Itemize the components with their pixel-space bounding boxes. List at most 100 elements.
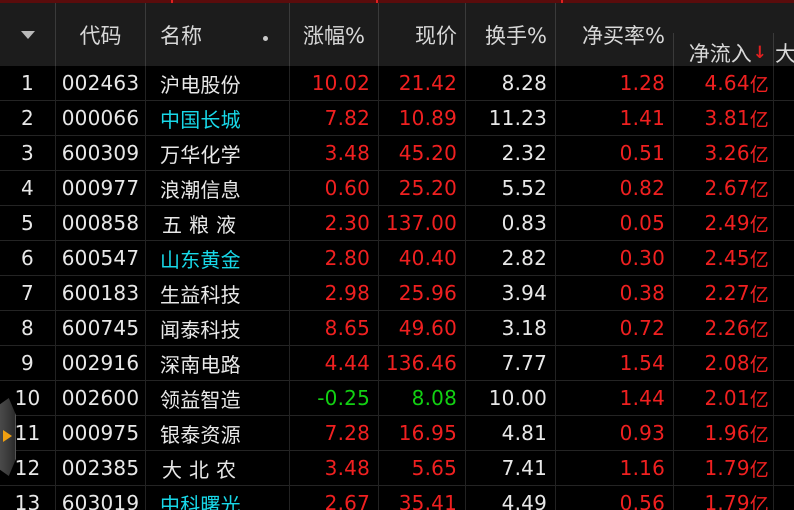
body-divider	[289, 206, 290, 241]
body-divider	[673, 451, 674, 486]
table-row[interactable]: 10 002600 领益智造 -0.25 8.08 10.00 1.44 2.01 亿	[0, 381, 794, 416]
header-column-next-partial[interactable]: 大	[775, 36, 794, 69]
cell-change: 7.28	[324, 421, 370, 445]
body-divider	[555, 206, 556, 241]
body-divider	[378, 486, 379, 510]
table-row[interactable]: 4 000977 浪潮信息 0.60 25.20 5.52 0.82 2.67 亿	[0, 171, 794, 206]
top-rule-tick	[376, 0, 378, 3]
header-column-netbuy-ratio[interactable]: 净买率%	[556, 3, 673, 66]
netflow-value: 4.64	[704, 71, 750, 95]
body-divider	[773, 451, 774, 486]
cell-name: 银泰资源	[160, 422, 241, 447]
table-row[interactable]: 13 603019 中科曙光 2.67 35.41 4.49 0.56 1.79 亿	[0, 486, 794, 510]
top-accent-rule	[0, 0, 794, 3]
cell-code: 002916	[61, 351, 140, 375]
body-divider	[465, 346, 466, 381]
cell-name: 浪潮信息	[160, 177, 241, 202]
table-row[interactable]: 2 000066 中国长城 7.82 10.89 11.23 1.41 3.81 亿	[0, 101, 794, 136]
table-row[interactable]: 7 600183 生益科技 2.98 25.96 3.94 0.38 2.27 亿	[0, 276, 794, 311]
cell-netflow: 2.08 亿	[674, 346, 773, 380]
body-divider	[289, 241, 290, 276]
body-divider	[673, 136, 674, 171]
cell-price: 5.65	[411, 456, 457, 480]
table-row[interactable]: 9 002916 深南电路 4.44 136.46 7.77 1.54 2.08 亿	[0, 346, 794, 381]
body-divider	[673, 486, 674, 510]
table-row[interactable]: 5 000858 五粮液 2.30 137.00 0.83 0.05 2.49 亿	[0, 206, 794, 241]
header-label-price: 现价	[415, 23, 457, 48]
body-divider	[378, 66, 379, 101]
netflow-unit: 亿	[749, 73, 769, 96]
cell-change: 8.65	[324, 316, 370, 340]
body-divider	[673, 241, 674, 276]
cell-turnover: 11.23	[488, 106, 547, 130]
netflow-value: 1.79	[704, 491, 750, 510]
header-column-turnover[interactable]: 换手%	[466, 3, 555, 66]
cell-price: 35.41	[398, 491, 457, 510]
table-row[interactable]: 12 002385 大北农 3.48 5.65 7.41 1.16 1.79 亿	[0, 451, 794, 486]
cell-netflow: 3.81 亿	[674, 101, 773, 135]
header-divider	[465, 3, 466, 66]
body-divider	[289, 101, 290, 136]
netflow-value: 2.67	[704, 176, 750, 200]
cell-name: 领益智造	[160, 387, 241, 412]
header-divider	[673, 33, 674, 66]
netflow-value: 2.45	[704, 246, 750, 270]
body-divider	[465, 486, 466, 510]
cell-turnover: 4.49	[501, 491, 547, 510]
body-divider	[378, 171, 379, 206]
cell-turnover: 5.52	[501, 176, 547, 200]
body-divider	[773, 66, 774, 101]
netflow-unit: 亿	[749, 388, 769, 411]
header-sort-toggle[interactable]	[0, 3, 55, 66]
table-row[interactable]: 6 600547 山东黄金 2.80 40.40 2.82 0.30 2.45 亿	[0, 241, 794, 276]
table-row[interactable]: 3 600309 万华化学 3.48 45.20 2.32 0.51 3.26 亿	[0, 136, 794, 171]
netflow-value: 3.26	[704, 141, 750, 165]
body-divider	[465, 101, 466, 136]
cell-rank: 1	[21, 71, 34, 95]
netflow-unit: 亿	[749, 143, 769, 166]
body-divider	[145, 381, 146, 416]
cell-rank: 4	[21, 176, 34, 200]
netflow-unit: 亿	[749, 213, 769, 236]
netflow-value: 2.27	[704, 281, 750, 305]
header-label-name: 名称	[160, 23, 202, 48]
cell-name: 大北农	[162, 457, 243, 482]
cell-rank: 11	[14, 421, 41, 445]
header-label-change: 涨幅%	[303, 23, 365, 48]
header-column-code[interactable]: 代码	[56, 3, 145, 66]
table-body[interactable]: 1 002463 沪电股份 10.02 21.42 8.28 1.28 4.64 亿 2 00006…	[0, 66, 794, 510]
netflow-unit: 亿	[749, 458, 769, 481]
cell-rank: 12	[14, 456, 41, 480]
cell-turnover: 2.82	[501, 246, 547, 270]
netflow-unit: 亿	[749, 318, 769, 341]
table-row[interactable]: 11 000975 银泰资源 7.28 16.95 4.81 0.93 1.96 亿	[0, 416, 794, 451]
table-row[interactable]: 1 002463 沪电股份 10.02 21.42 8.28 1.28 4.64 亿	[0, 66, 794, 101]
cell-netbuy-ratio: 0.38	[619, 281, 665, 305]
body-divider	[289, 416, 290, 451]
header-column-name[interactable]: 名称	[146, 3, 289, 66]
cell-turnover: 7.77	[501, 351, 547, 375]
body-divider	[378, 346, 379, 381]
cell-turnover: 4.81	[501, 421, 547, 445]
header-column-price[interactable]: 现价	[379, 3, 465, 66]
header-divider	[145, 3, 146, 66]
body-divider	[378, 136, 379, 171]
body-divider	[145, 451, 146, 486]
netflow-value: 1.96	[704, 421, 750, 445]
table-row[interactable]: 8 600745 闻泰科技 8.65 49.60 3.18 0.72 2.26 亿	[0, 311, 794, 346]
body-divider	[673, 171, 674, 206]
body-divider	[555, 101, 556, 136]
cell-change: 2.80	[324, 246, 370, 270]
body-divider	[555, 241, 556, 276]
body-divider	[378, 241, 379, 276]
body-divider	[289, 171, 290, 206]
body-divider	[145, 241, 146, 276]
cell-netbuy-ratio: 1.41	[619, 106, 665, 130]
cell-netbuy-ratio: 1.44	[619, 386, 665, 410]
body-divider	[55, 486, 56, 510]
header-column-netflow[interactable]: 净流入 ↓	[674, 36, 771, 69]
body-divider	[378, 101, 379, 136]
header-column-change[interactable]: 涨幅%	[290, 3, 378, 66]
cell-code: 600547	[61, 246, 140, 270]
body-divider	[555, 416, 556, 451]
